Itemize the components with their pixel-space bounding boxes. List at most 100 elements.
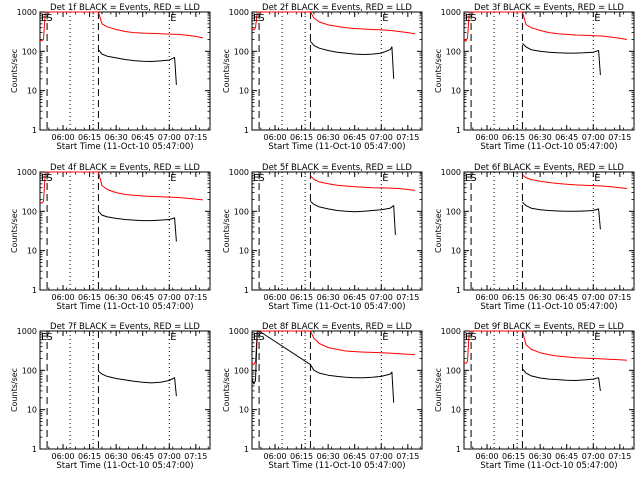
- y-tick-label: 100: [234, 47, 249, 56]
- event-marker-label: E: [465, 332, 471, 343]
- event-marker-label: E: [253, 13, 259, 24]
- y-tick-label: 1000: [441, 8, 461, 17]
- x-tick-label: 06:15: [502, 293, 525, 302]
- x-tick-label: 07:15: [396, 293, 419, 302]
- y-axis-label: Counts/sec: [434, 368, 443, 412]
- x-tick-label: 06:30: [105, 452, 128, 461]
- y-tick-label: 1: [456, 445, 461, 454]
- y-tick-label: 1: [456, 286, 461, 295]
- plot-frame: [39, 11, 211, 131]
- series-lld-line: [522, 174, 627, 189]
- x-tick-label: 06:15: [290, 133, 313, 142]
- event-marker-label: E: [382, 332, 388, 343]
- y-tick-label: 1000: [17, 327, 37, 336]
- x-tick-label: 06:30: [317, 133, 340, 142]
- series-lld-line: [39, 171, 203, 204]
- x-tick-label: 06:00: [263, 293, 286, 302]
- series-events-line: [310, 200, 396, 236]
- event-marker-label: E: [382, 13, 388, 24]
- x-axis-label: Start Time (11-Oct-10 05:47:00): [480, 142, 617, 152]
- y-tick-label: 100: [446, 47, 461, 56]
- x-tick-label: 06:15: [78, 133, 101, 142]
- x-tick-label: 06:30: [105, 293, 128, 302]
- series-events-line: [522, 201, 601, 230]
- x-tick-label: 06:15: [290, 293, 313, 302]
- y-tick-label: 10: [27, 247, 37, 256]
- panel-title: Det 8f BLACK = Events, RED = LLD: [262, 322, 412, 332]
- panel-title: Det 9f BLACK = Events, RED = LLD: [474, 322, 624, 332]
- y-tick-label: 1: [32, 445, 37, 454]
- x-tick-label: 06:15: [502, 133, 525, 142]
- x-tick-label: 06:45: [555, 133, 578, 142]
- y-tick-label: 1000: [229, 327, 249, 336]
- series-events-line: [310, 40, 395, 79]
- x-axis-label: Start Time (11-Oct-10 05:47:00): [268, 461, 405, 471]
- x-tick-label: 06:45: [131, 452, 154, 461]
- x-tick-label: 06:00: [475, 293, 498, 302]
- event-marker-label: S: [470, 13, 476, 24]
- event-marker-label: S: [470, 173, 476, 184]
- panel-title: Det 6f BLACK = Events, RED = LLD: [474, 163, 624, 173]
- y-axis-label: Counts/sec: [434, 49, 443, 93]
- y-tick-label: 1000: [441, 168, 461, 177]
- event-marker-label: S: [46, 332, 52, 343]
- x-axis-label: Start Time (11-Oct-10 05:47:00): [480, 461, 617, 471]
- y-axis-label: Counts/sec: [222, 368, 231, 412]
- panel-det-4: Det 4f BLACK = Events, RED = LLD 1 10 100 10…: [10, 163, 211, 312]
- x-tick-label: 06:45: [555, 293, 578, 302]
- event-marker-label: E: [253, 173, 259, 184]
- event-marker-label: E: [170, 13, 176, 24]
- panel-det-5: Det 5f BLACK = Events, RED = LLD 1 10 100 10…: [222, 163, 423, 312]
- y-axis-label: Counts/sec: [434, 209, 443, 253]
- y-tick-label: 1: [244, 126, 249, 135]
- series-events-line: [98, 210, 177, 242]
- x-tick-label: 06:30: [317, 293, 340, 302]
- x-tick-label: 07:00: [370, 293, 393, 302]
- series-lld-line: [251, 330, 415, 366]
- panel-det-7: Det 7f BLACK = Events, RED = LLD 1 10 100 10…: [10, 322, 211, 471]
- y-axis-label: Counts/sec: [222, 209, 231, 253]
- y-tick-label: 10: [451, 247, 461, 256]
- series-lld-line: [463, 11, 627, 42]
- x-tick-label: 07:15: [184, 133, 207, 142]
- series-lld-line: [251, 11, 415, 35]
- x-tick-label: 07:15: [184, 293, 207, 302]
- series-lld-line: [39, 11, 204, 42]
- x-tick-label: 06:00: [475, 452, 498, 461]
- event-marker-label: E: [382, 173, 388, 184]
- event-marker-label: E: [594, 13, 600, 24]
- event-marker-label: E: [170, 173, 176, 184]
- x-tick-label: 07:00: [158, 133, 181, 142]
- x-tick-label: 07:15: [396, 452, 419, 461]
- x-tick-label: 07:00: [582, 452, 605, 461]
- x-tick-label: 06:00: [51, 452, 74, 461]
- x-tick-label: 06:30: [105, 133, 128, 142]
- x-axis-label: Start Time (11-Oct-10 05:47:00): [480, 302, 617, 312]
- x-tick-label: 06:00: [263, 133, 286, 142]
- x-tick-label: 06:15: [290, 452, 313, 461]
- y-tick-label: 1000: [17, 8, 37, 17]
- panel-title: Det 2f BLACK = Events, RED = LLD: [262, 3, 412, 13]
- panel-det-6: Det 6f BLACK = Events, RED = LLD 1 10 100 10…: [434, 163, 635, 312]
- x-tick-label: 07:00: [158, 293, 181, 302]
- panel-det-2: Det 2f BLACK = Events, RED = LLD 1 10 100 10…: [222, 3, 423, 152]
- y-tick-label: 1000: [229, 8, 249, 17]
- panel-det-9: Det 9f BLACK = Events, RED = LLD 1 10 100 10…: [434, 322, 635, 471]
- event-marker-label: S: [470, 332, 476, 343]
- x-tick-label: 06:15: [78, 293, 101, 302]
- event-marker-label: E: [253, 332, 259, 343]
- plot-frame: [251, 330, 423, 450]
- series-events-line: [98, 49, 177, 85]
- x-tick-label: 07:15: [608, 452, 631, 461]
- y-tick-label: 100: [22, 207, 37, 216]
- x-axis-label: Start Time (11-Oct-10 05:47:00): [268, 302, 405, 312]
- x-tick-label: 07:00: [158, 452, 181, 461]
- plot-frame: [463, 330, 635, 450]
- y-tick-label: 1: [456, 126, 461, 135]
- y-tick-label: 1: [32, 126, 37, 135]
- event-marker-label: E: [594, 332, 600, 343]
- x-tick-label: 06:30: [317, 452, 340, 461]
- panel-title: Det 4f BLACK = Events, RED = LLD: [50, 163, 200, 173]
- y-axis-label: Counts/sec: [10, 49, 19, 93]
